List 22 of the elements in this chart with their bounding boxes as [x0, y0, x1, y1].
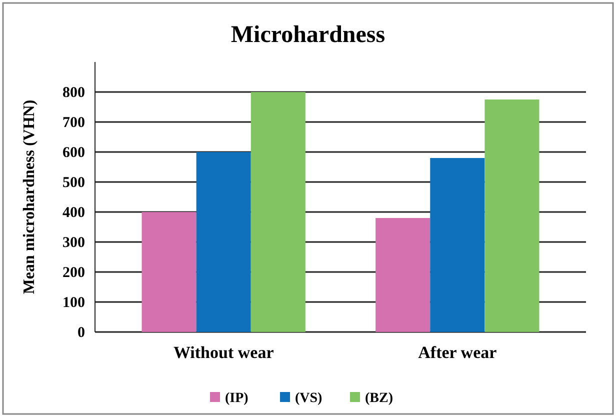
y-axis-title: Mean microhardness (VHN)	[21, 100, 38, 294]
y-tick-label: 0	[78, 324, 85, 341]
y-tick-label: 300	[62, 234, 85, 251]
bar	[376, 218, 430, 332]
y-tick-label: 800	[62, 84, 85, 101]
y-tick-label: 200	[62, 264, 85, 281]
bar	[430, 158, 485, 332]
y-tick-label: 600	[62, 144, 85, 161]
bar	[142, 212, 196, 332]
legend-label: (IP)	[225, 391, 249, 406]
x-tick-label: After wear	[418, 343, 498, 362]
y-tick-label: 100	[62, 294, 85, 311]
chart-title: Microhardness	[230, 22, 386, 48]
bar	[250, 92, 306, 332]
y-tick-label: 500	[62, 174, 85, 191]
bar	[196, 152, 251, 332]
legend-label: (VS)	[295, 391, 323, 406]
bar	[484, 100, 540, 332]
x-tick-label: Without wear	[173, 343, 274, 362]
y-tick-label: 700	[62, 114, 85, 131]
y-tick-label: 400	[62, 204, 85, 221]
legend-label: (BZ)	[365, 391, 394, 406]
